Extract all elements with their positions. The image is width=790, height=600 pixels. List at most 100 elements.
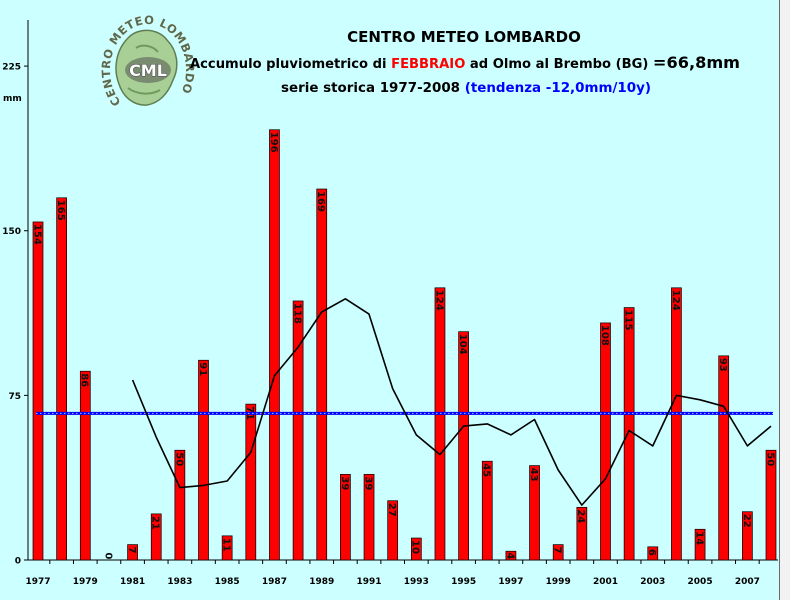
- x-tick-label-1979: 1979: [73, 577, 98, 587]
- bar-1999: [552, 544, 564, 561]
- bar-label-1977: 154: [31, 224, 42, 245]
- bar-label-2001: 108: [599, 325, 610, 346]
- bar-label-1994: 124: [433, 290, 444, 311]
- bar-1978: [56, 197, 67, 561]
- bar-label-1998: 43: [528, 468, 539, 482]
- chart-series-note: serie storica 1977-2008 (tendenza -12,0m…: [281, 81, 651, 96]
- x-tick-label-1995: 1995: [451, 577, 476, 587]
- y-axis-label: mm: [3, 94, 22, 104]
- series-period: serie storica 1977-2008: [281, 81, 465, 96]
- bar-2004: [671, 287, 682, 561]
- bar-1990: [340, 474, 351, 561]
- overlay-lines: [36, 297, 773, 506]
- subtitle-month: FEBBRAIO: [391, 57, 465, 72]
- bar-1979: [79, 370, 91, 561]
- bar-label-1981: 7: [126, 547, 137, 554]
- bar-label-1980: 0: [102, 552, 113, 559]
- bar-label-1984: 91: [197, 362, 208, 376]
- bar-label-1989: 169: [315, 191, 326, 212]
- x-tick-label-2005: 2005: [688, 577, 713, 587]
- x-tick-label-1983: 1983: [167, 577, 192, 587]
- logo-initials-backdrop: [125, 57, 171, 83]
- bar-label-1992: 27: [386, 503, 397, 517]
- bar-label-1995: 104: [457, 334, 468, 355]
- bar-2002: [623, 307, 635, 561]
- bar-1988: [292, 300, 304, 561]
- subtitle-prefix: Accumulo pluviometrico di: [190, 57, 391, 72]
- bar-1977: [32, 221, 44, 561]
- bar-2001: [600, 322, 611, 561]
- bar-label-1988: 118: [291, 303, 302, 324]
- map-detail-icon: [127, 44, 161, 95]
- bar-1998: [529, 465, 540, 561]
- logo-initials: CML: [129, 61, 167, 80]
- moving-average-line: [131, 297, 772, 506]
- ticks: 0 75 150 225 1977 1979 1981 1983 1985 1987 1989 199…: [2, 63, 760, 587]
- subtitle-mean: =66,8mm: [653, 53, 740, 72]
- bar-1981: [127, 544, 138, 561]
- x-tick-label-1985: 1985: [215, 577, 240, 587]
- bar-label-2000: 24: [575, 509, 586, 523]
- bar-1997: [505, 550, 517, 561]
- x-tick-label-1981: 1981: [120, 577, 145, 587]
- bar-label-1982: 21: [150, 516, 161, 530]
- bar-label-2008: 50: [764, 452, 775, 466]
- bar-1991: [363, 474, 375, 561]
- x-tick-label-1997: 1997: [498, 577, 523, 587]
- bar-1983: [174, 449, 186, 561]
- bar-label-1996: 45: [481, 463, 492, 477]
- bar-label-2006: 93: [717, 358, 728, 372]
- bar-1982: [150, 513, 162, 561]
- bar-2005: [694, 528, 706, 561]
- bar-label-1999: 7: [552, 547, 563, 554]
- bar-1993: [410, 537, 422, 561]
- bar-label-2004: 124: [670, 290, 681, 311]
- x-tick-label-1993: 1993: [404, 577, 429, 587]
- x-tick-label-2001: 2001: [593, 577, 618, 587]
- bar-label-1978: 165: [55, 200, 66, 221]
- bar-labels: 1541658607215091117119611816939392710124…: [31, 132, 775, 560]
- bar-label-1993: 10: [410, 540, 421, 554]
- bar-1992: [387, 500, 399, 561]
- bar-label-2003: 6: [646, 549, 657, 556]
- bar-1996: [481, 460, 493, 561]
- right-margin: [780, 0, 790, 600]
- bar-label-1985: 11: [221, 538, 232, 552]
- y-tick-label-150: 150: [2, 227, 21, 237]
- y-tick-label-225: 225: [2, 63, 21, 73]
- bar-label-2002: 115: [623, 310, 634, 331]
- bar-label-1997: 4: [504, 552, 515, 559]
- y-tick-label-75: 75: [8, 392, 21, 402]
- y-tick-label-0: 0: [15, 557, 21, 567]
- bar-label-1987: 196: [268, 132, 279, 153]
- chart-title: CENTRO METEO LOMBARDO: [347, 28, 581, 46]
- bar-1994: [434, 287, 446, 561]
- x-tick-label-1999: 1999: [546, 577, 571, 587]
- x-tick-label-2007: 2007: [735, 577, 760, 587]
- x-tick-label-2003: 2003: [640, 577, 665, 587]
- bar-1986: [245, 403, 257, 561]
- bar-1985: [221, 535, 233, 561]
- x-tick-label-1991: 1991: [357, 577, 382, 587]
- trend-note: (tendenza -12,0mm/10y): [465, 81, 651, 96]
- x-tick-label-1977: 1977: [25, 577, 50, 587]
- chart-header: CENTRO METEO LOMBARDO Accumulo pluviomet…: [190, 28, 740, 96]
- bar-1995: [458, 331, 469, 561]
- bar-label-1983: 50: [173, 452, 184, 466]
- bar-label-1979: 86: [79, 373, 90, 387]
- bar-label-2005: 14: [693, 531, 704, 545]
- bar-label-1990: 39: [339, 476, 350, 490]
- bar-2006: [718, 355, 730, 561]
- bar-label-2007: 22: [741, 514, 752, 528]
- x-tick-label-1987: 1987: [262, 577, 287, 587]
- bar-2008: [765, 449, 777, 561]
- bar-2003: [647, 546, 659, 561]
- chart-subtitle: Accumulo pluviometrico di FEBBRAIO ad Ol…: [190, 53, 740, 72]
- bar-1987: [269, 129, 280, 561]
- x-tick-label-1989: 1989: [309, 577, 334, 587]
- bars: [32, 129, 777, 561]
- bar-1989: [316, 188, 328, 561]
- bar-1984: [198, 359, 209, 561]
- bar-2000: [576, 506, 588, 561]
